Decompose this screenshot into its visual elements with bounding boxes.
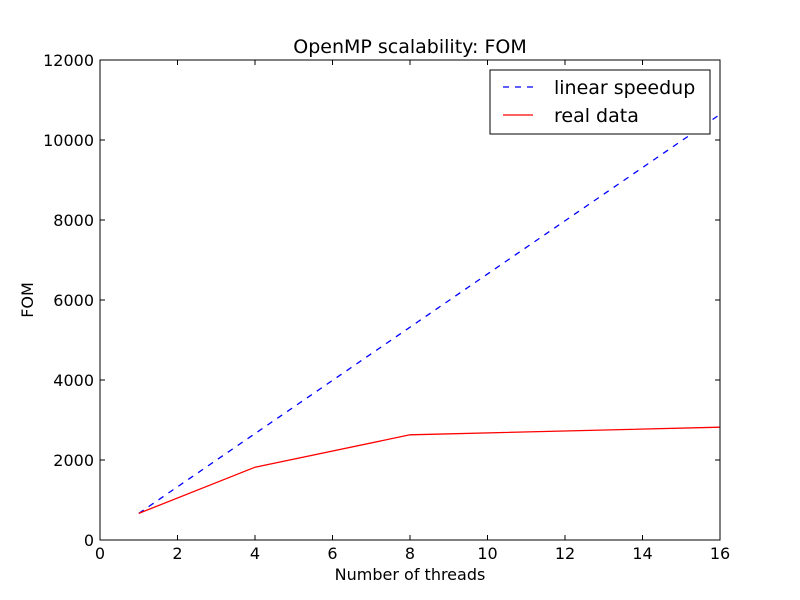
y-tick-label: 4000 bbox=[53, 371, 94, 390]
x-axis-title: Number of threads bbox=[335, 565, 486, 584]
x-tick-label: 12 bbox=[555, 544, 575, 563]
legend-label: real data bbox=[554, 105, 639, 127]
y-tick-label: 0 bbox=[84, 531, 94, 550]
y-tick-label: 10000 bbox=[43, 131, 94, 150]
axis-ticks: 0 2 4 6 8 10 12 14 16 0 2000 4000 6000 8000 10000 12000 bbox=[43, 51, 730, 563]
y-tick-label: 8000 bbox=[53, 211, 94, 230]
series-line-linear-speedup bbox=[138, 113, 721, 514]
chart-title: OpenMP scalability: FOM bbox=[293, 36, 526, 58]
y-axis-title: FOM bbox=[18, 282, 37, 318]
x-tick-label: 10 bbox=[477, 544, 497, 563]
x-tick-label: 6 bbox=[327, 544, 337, 563]
x-tick-label: 2 bbox=[172, 544, 182, 563]
y-tick-label: 6000 bbox=[53, 291, 94, 310]
legend-box bbox=[489, 69, 711, 135]
legend-label: linear speedup bbox=[554, 77, 695, 99]
y-tick-label: 2000 bbox=[53, 451, 94, 470]
legend: linear speedup real data bbox=[489, 69, 711, 135]
x-tick-label: 0 bbox=[95, 544, 105, 563]
x-tick-label: 4 bbox=[250, 544, 260, 563]
x-tick-label: 16 bbox=[710, 544, 730, 563]
series-line-real-data bbox=[138, 426, 721, 515]
plot-area bbox=[138, 113, 721, 515]
x-tick-label: 8 bbox=[405, 544, 415, 563]
y-tick-label: 12000 bbox=[43, 51, 94, 70]
x-tick-label: 14 bbox=[632, 544, 652, 563]
